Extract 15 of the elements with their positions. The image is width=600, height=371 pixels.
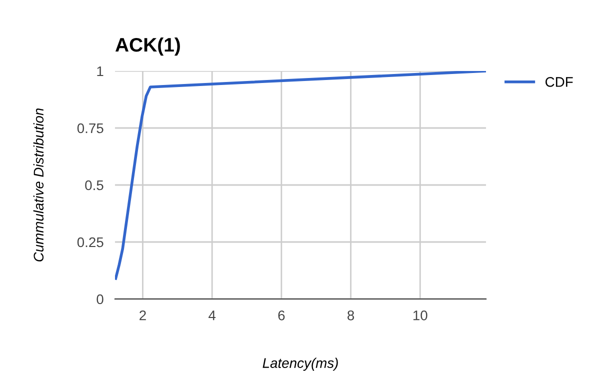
chart-title: ACK(1) <box>115 37 180 56</box>
x-tick-label: 8 <box>348 310 354 320</box>
line-series <box>115 71 486 280</box>
x-tick-label: 4 <box>208 310 216 320</box>
legend-label: CDF <box>546 77 573 87</box>
y-tick-label: 0.25 <box>77 237 104 248</box>
x-axis-title: Latency(ms) <box>262 358 338 371</box>
y-tick-label: 0.5 <box>85 180 104 190</box>
y-tick-label: 0.75 <box>77 123 104 134</box>
x-tick-label: 6 <box>278 310 285 320</box>
y-axis-title: Cummulative Distribution <box>33 108 44 262</box>
x-tick-label: 2 <box>140 310 146 320</box>
x-tick-label: 10 <box>413 310 428 320</box>
y-tick-label: 0 <box>96 294 104 304</box>
y-tick-label: 1 <box>97 66 104 76</box>
